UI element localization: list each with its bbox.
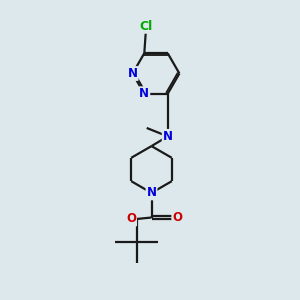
Text: N: N <box>146 186 157 200</box>
Text: N: N <box>163 130 173 143</box>
Text: N: N <box>128 67 138 80</box>
Text: N: N <box>139 87 149 100</box>
Text: Cl: Cl <box>139 20 152 33</box>
Text: O: O <box>172 211 182 224</box>
Text: O: O <box>126 212 136 226</box>
